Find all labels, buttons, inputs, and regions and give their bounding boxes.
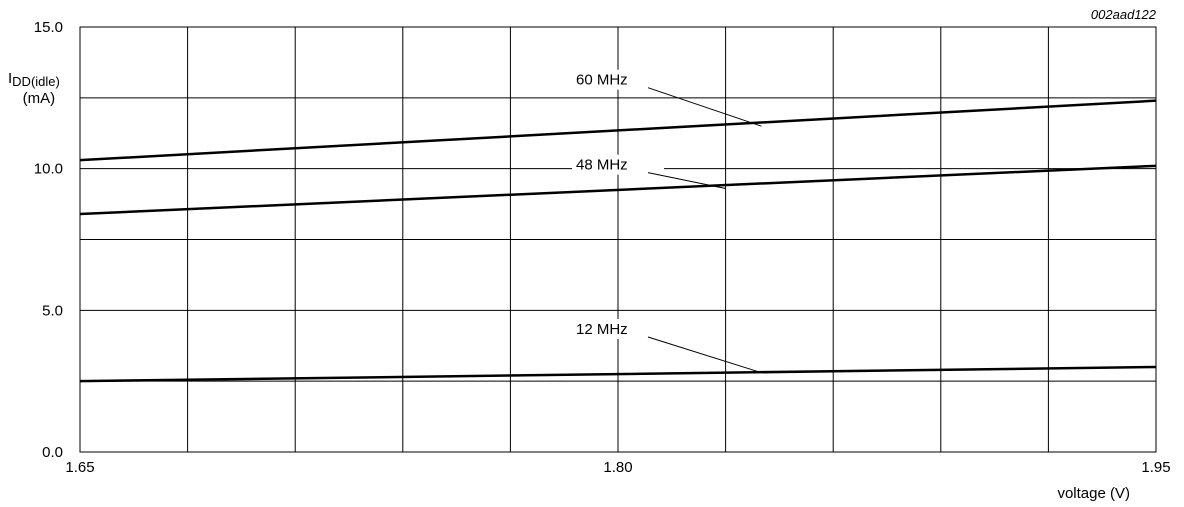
series-line-0 (79, 99, 1157, 162)
series-label-0: 60 MHz (576, 72, 628, 89)
y-axis-label: IDD(idle) (mA) (8, 70, 60, 107)
series-label-1: 48 MHz (576, 157, 628, 174)
series-pointer-0 (647, 87, 762, 127)
figure-code: 002aad122 (1091, 7, 1157, 22)
y-tick-label-3: 15.0 (34, 19, 63, 36)
y-tick-label-1: 5.0 (42, 302, 63, 319)
x-tick-label-2: 1.95 (1141, 459, 1170, 476)
y-axis-label-unit: (mA) (22, 90, 56, 107)
series-pointer-1 (647, 172, 726, 189)
tick-labels: 1.65 1.80 1.95 0.0 5.0 10.0 15.0 (34, 19, 1171, 476)
x-tick-label-1: 1.80 (603, 459, 632, 476)
grid (79, 26, 1157, 453)
series-label-bg-1 (572, 154, 664, 175)
series-line-2 (79, 365, 1157, 383)
y-tick-label-2: 10.0 (34, 161, 63, 178)
series-pointer-2 (647, 336, 762, 374)
series-label-bg-0 (572, 69, 664, 90)
plot-frame (79, 26, 1157, 453)
y-axis-label-subscript: DD(idle) (12, 74, 60, 89)
x-tick-label-0: 1.65 (65, 459, 94, 476)
series-label-bg-2 (572, 319, 664, 339)
series-lines: 60 MHz 48 MHz 12 MHz (79, 69, 1157, 383)
x-axis-label: voltage (V) (1057, 485, 1130, 502)
series-label-2: 12 MHz (576, 321, 628, 338)
series-line-1 (79, 164, 1157, 216)
y-tick-label-0: 0.0 (42, 444, 63, 461)
y-axis-label-main: I (8, 70, 13, 87)
